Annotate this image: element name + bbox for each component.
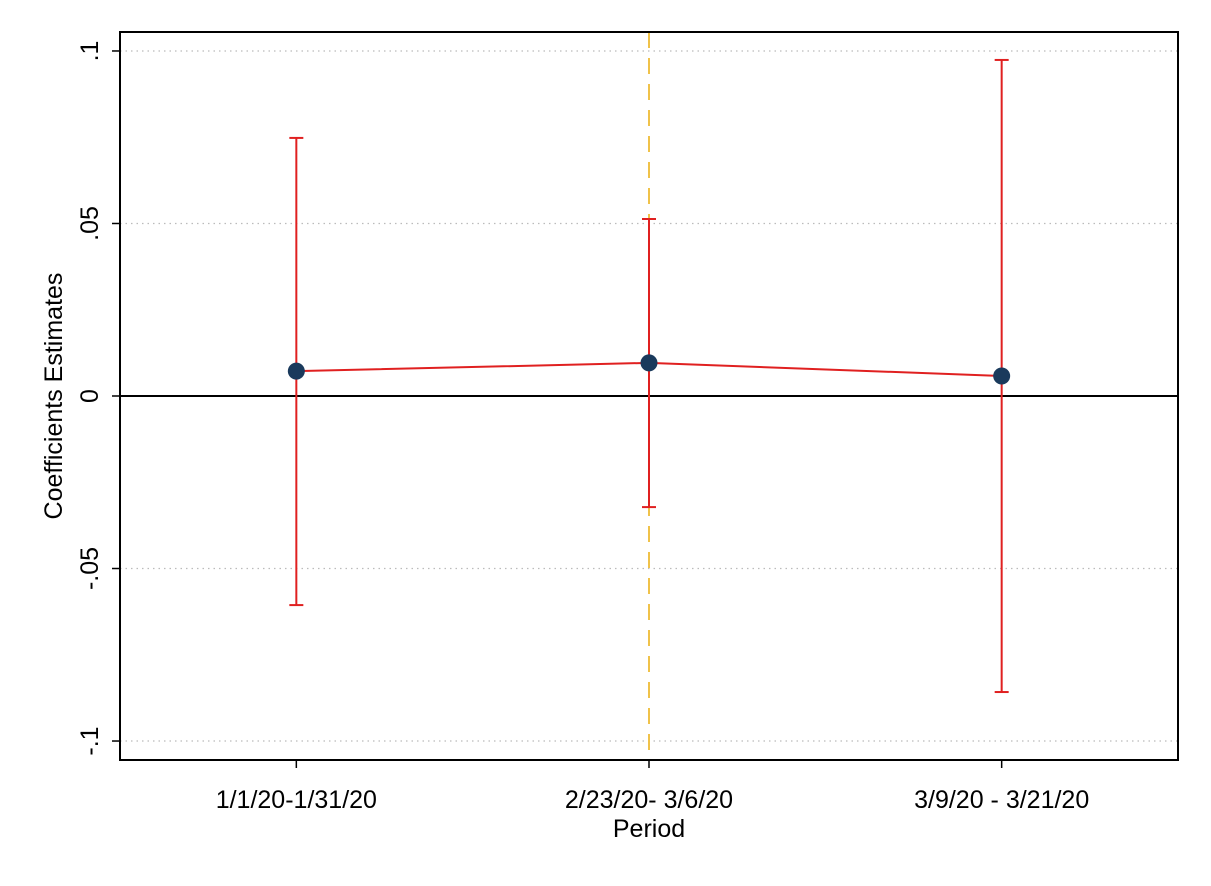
- y-tick-label: 0: [76, 389, 104, 403]
- y-tick-label: .05: [76, 206, 104, 241]
- point: [287, 362, 305, 380]
- x-tick-label: 2/23/20- 3/6/20: [565, 786, 733, 814]
- point: [993, 367, 1011, 385]
- x-tick-label: 3/9/20 - 3/21/20: [914, 786, 1089, 814]
- point: [640, 354, 658, 372]
- y-tick-label: .1: [76, 41, 104, 62]
- x-tick-label: 1/1/20-1/31/20: [216, 786, 377, 814]
- y-tick-label: -.1: [76, 726, 104, 755]
- x-axis-label: Period: [613, 815, 685, 843]
- y-tick-label: -.05: [76, 547, 104, 590]
- y-axis-label: Coefficients Estimates: [40, 273, 68, 520]
